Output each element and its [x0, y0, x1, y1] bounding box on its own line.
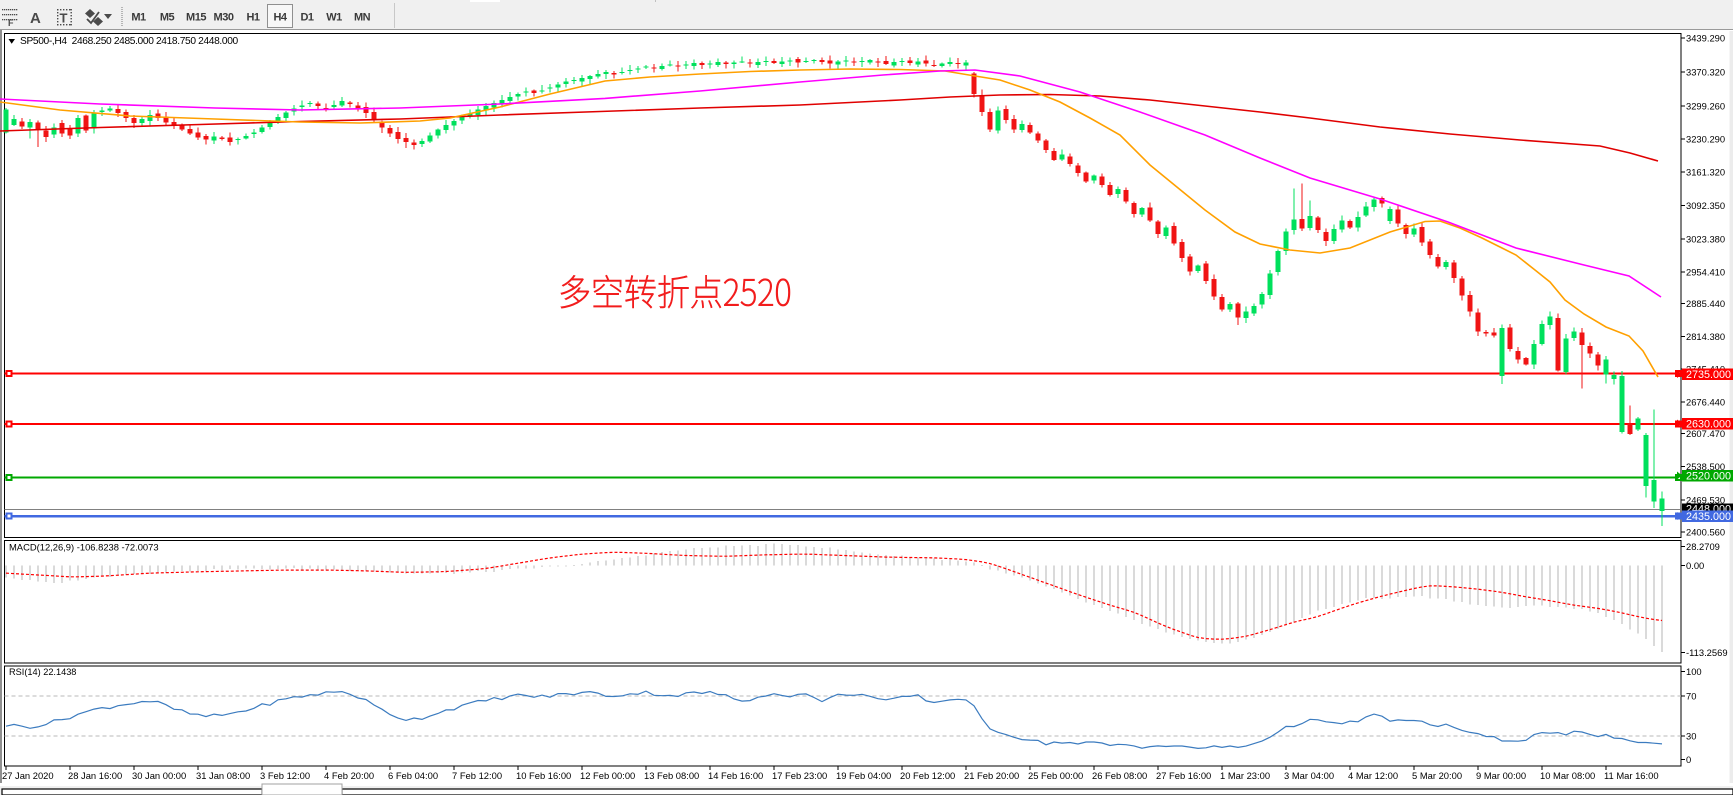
svg-text:12 Feb 00:00: 12 Feb 00:00 [580, 770, 635, 781]
svg-text:10 Feb 16:00: 10 Feb 16:00 [516, 770, 571, 781]
svg-text:70: 70 [1686, 690, 1696, 701]
svg-text:30 Jan 00:00: 30 Jan 00:00 [132, 770, 186, 781]
svg-text:1 Mar 23:00: 1 Mar 23:00 [1220, 770, 1270, 781]
svg-text:11 Mar 16:00: 11 Mar 16:00 [1604, 770, 1659, 781]
svg-text:SP500-,H4 2468.250 2485.000 2: SP500-,H4 2468.250 2485.000 2418.750 244… [20, 36, 239, 47]
svg-text:28 Jan 16:00: 28 Jan 16:00 [68, 770, 122, 781]
svg-text:2954.410: 2954.410 [1686, 266, 1725, 277]
svg-text:3092.350: 3092.350 [1686, 200, 1725, 211]
svg-text:2538.500: 2538.500 [1686, 461, 1725, 472]
svg-text:M5: M5 [160, 12, 175, 24]
svg-text:30: 30 [1686, 730, 1696, 741]
svg-text:MACD(12,26,9) -106.8238 -72.00: MACD(12,26,9) -106.8238 -72.0073 [9, 541, 159, 552]
svg-text:MN: MN [354, 12, 371, 24]
svg-text:RSI(14) 22.1438: RSI(14) 22.1438 [9, 667, 76, 677]
svg-text:F: F [8, 18, 14, 28]
svg-text:2607.470: 2607.470 [1686, 428, 1725, 439]
svg-text:19 Feb 04:00: 19 Feb 04:00 [836, 770, 891, 781]
svg-text:2735.000: 2735.000 [1686, 369, 1731, 381]
svg-text:20 Feb 12:00: 20 Feb 12:00 [900, 770, 955, 781]
svg-text:4 Feb 20:00: 4 Feb 20:00 [324, 770, 374, 781]
svg-text:D1: D1 [300, 12, 313, 24]
svg-text:2676.440: 2676.440 [1686, 396, 1725, 407]
svg-text:0.00: 0.00 [1686, 560, 1704, 571]
svg-text:7 Feb 12:00: 7 Feb 12:00 [452, 770, 502, 781]
svg-text:2400.560: 2400.560 [1686, 526, 1725, 537]
svg-text:14 Feb 16:00: 14 Feb 16:00 [708, 770, 763, 781]
svg-text:3299.260: 3299.260 [1686, 100, 1725, 111]
svg-text:2469.530: 2469.530 [1686, 494, 1725, 505]
svg-text:17 Feb 23:00: 17 Feb 23:00 [772, 770, 827, 781]
svg-text:M30: M30 [214, 12, 234, 24]
svg-text:3 Mar 04:00: 3 Mar 04:00 [1284, 770, 1334, 781]
svg-text:A: A [30, 10, 41, 27]
svg-text:21 Feb 20:00: 21 Feb 20:00 [964, 770, 1019, 781]
svg-text:H1: H1 [246, 12, 259, 24]
svg-text:M15: M15 [186, 12, 206, 24]
svg-text:2885.440: 2885.440 [1686, 298, 1725, 309]
svg-text:H4: H4 [273, 12, 287, 24]
svg-text:3439.290: 3439.290 [1686, 32, 1725, 43]
svg-text:3 Feb 12:00: 3 Feb 12:00 [260, 770, 310, 781]
svg-text:31 Jan 08:00: 31 Jan 08:00 [196, 770, 250, 781]
svg-text:2520.000: 2520.000 [1686, 470, 1731, 482]
svg-text:2630.000: 2630.000 [1686, 418, 1731, 430]
svg-text:2814.380: 2814.380 [1686, 331, 1725, 342]
svg-text:13 Feb 08:00: 13 Feb 08:00 [644, 770, 699, 781]
svg-text:100: 100 [1686, 666, 1702, 677]
svg-text:25 Feb 00:00: 25 Feb 00:00 [1028, 770, 1083, 781]
svg-text:10 Mar 08:00: 10 Mar 08:00 [1540, 770, 1595, 781]
svg-text:-113.2569: -113.2569 [1686, 647, 1728, 658]
svg-text:T: T [60, 11, 68, 26]
svg-text:27 Feb 16:00: 27 Feb 16:00 [1156, 770, 1211, 781]
svg-text:9 Mar 00:00: 9 Mar 00:00 [1476, 770, 1526, 781]
svg-text:28.2709: 28.2709 [1686, 541, 1720, 552]
svg-text:5 Mar 20:00: 5 Mar 20:00 [1412, 770, 1462, 781]
svg-text:W1: W1 [326, 12, 342, 24]
svg-text:3230.290: 3230.290 [1686, 133, 1725, 144]
svg-text:4 Mar 12:00: 4 Mar 12:00 [1348, 770, 1398, 781]
svg-text:6 Feb 04:00: 6 Feb 04:00 [388, 770, 438, 781]
svg-text:0: 0 [1686, 754, 1691, 765]
svg-text:2435.000: 2435.000 [1686, 511, 1731, 523]
svg-text:3161.320: 3161.320 [1686, 166, 1725, 177]
svg-text:3370.320: 3370.320 [1686, 66, 1725, 77]
svg-text:27 Jan 2020: 27 Jan 2020 [2, 770, 54, 781]
svg-text:3023.380: 3023.380 [1686, 233, 1725, 244]
svg-text:26 Feb 08:00: 26 Feb 08:00 [1092, 770, 1147, 781]
svg-text:M1: M1 [131, 12, 146, 24]
